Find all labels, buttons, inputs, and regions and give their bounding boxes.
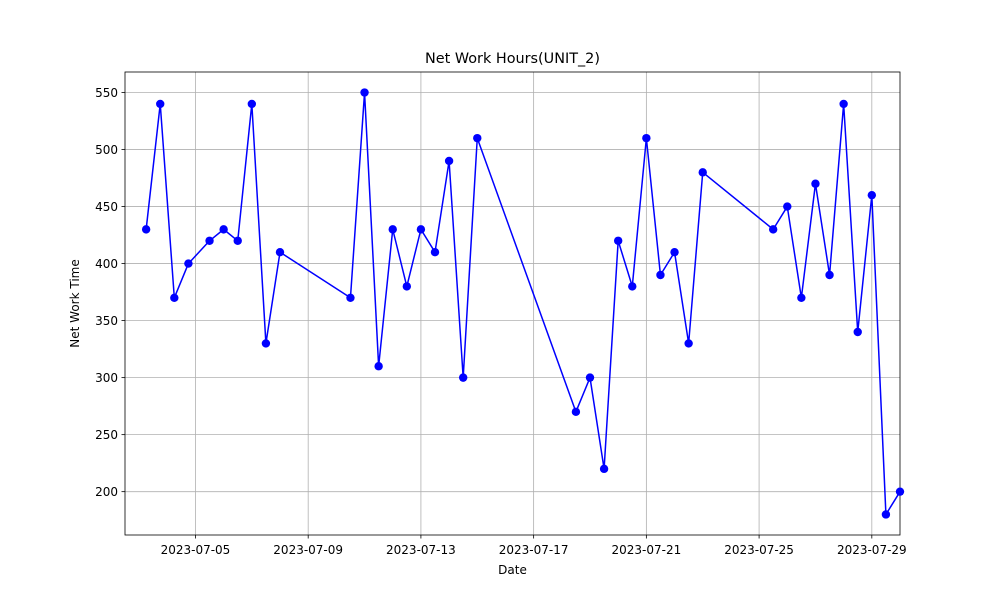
data-point [783, 202, 792, 211]
data-point [613, 236, 623, 245]
grid-lines [125, 72, 900, 535]
x-tick-label: 2023-07-17 [499, 543, 569, 557]
x-tick-label: 2023-07-13 [386, 543, 456, 557]
data-point [599, 464, 609, 474]
data-point [670, 247, 679, 257]
data-point [205, 236, 214, 245]
data-point [839, 99, 848, 109]
data-point [628, 282, 637, 291]
data-point [797, 293, 806, 302]
data-point [642, 133, 651, 143]
data-point [585, 373, 595, 382]
data-point [656, 270, 665, 280]
data-series [141, 88, 905, 519]
chart-title: Net Work Hours(UNIT_2) [425, 51, 600, 67]
axes [124, 71, 901, 536]
data-point [430, 247, 440, 257]
data-point [184, 259, 193, 268]
data-point [853, 327, 862, 337]
y-tick-label: 250 [95, 428, 118, 442]
data-point [141, 225, 151, 234]
data-point [346, 293, 355, 302]
data-point [170, 293, 179, 302]
data-point [881, 510, 891, 519]
data-point [895, 487, 905, 496]
data-point [867, 190, 877, 200]
y-tick-label: 350 [95, 314, 118, 328]
x-tick-label: 2023-07-05 [161, 543, 231, 557]
y-tick-label: 550 [95, 86, 118, 100]
data-point [571, 407, 581, 417]
data-point [458, 373, 468, 382]
data-point [275, 247, 285, 257]
y-tick-label: 300 [95, 371, 118, 385]
data-point [374, 362, 383, 371]
data-point [156, 99, 165, 109]
data-point [473, 133, 482, 143]
x-tick-label: 2023-07-21 [611, 543, 681, 557]
ticks: 200 250 300 350 400 450 500 550 2023-07-05 2023-0… [95, 86, 907, 557]
series-line [145, 91, 901, 516]
data-point [402, 282, 412, 291]
data-point [684, 339, 693, 348]
data-point [233, 236, 242, 245]
y-tick-label: 200 [95, 485, 118, 499]
y-tick-label: 400 [95, 257, 118, 271]
data-point [698, 168, 707, 177]
x-axis-label: Date [498, 563, 527, 577]
data-point [360, 88, 369, 97]
data-point [416, 225, 426, 234]
x-tick-label: 2023-07-29 [837, 543, 907, 557]
y-tick-label: 450 [95, 200, 118, 214]
data-point [388, 225, 397, 234]
data-point [811, 179, 820, 188]
x-tick-label: 2023-07-25 [724, 543, 794, 557]
plot-frame [124, 71, 901, 536]
y-axis-label: Net Work Time [68, 259, 82, 347]
y-tick-label: 500 [95, 143, 118, 157]
data-point [219, 225, 228, 234]
data-point [768, 225, 778, 234]
x-tick-label: 2023-07-09 [273, 543, 343, 557]
data-point [247, 99, 257, 109]
data-point [825, 270, 834, 280]
data-point [444, 156, 454, 166]
data-point [261, 339, 271, 348]
